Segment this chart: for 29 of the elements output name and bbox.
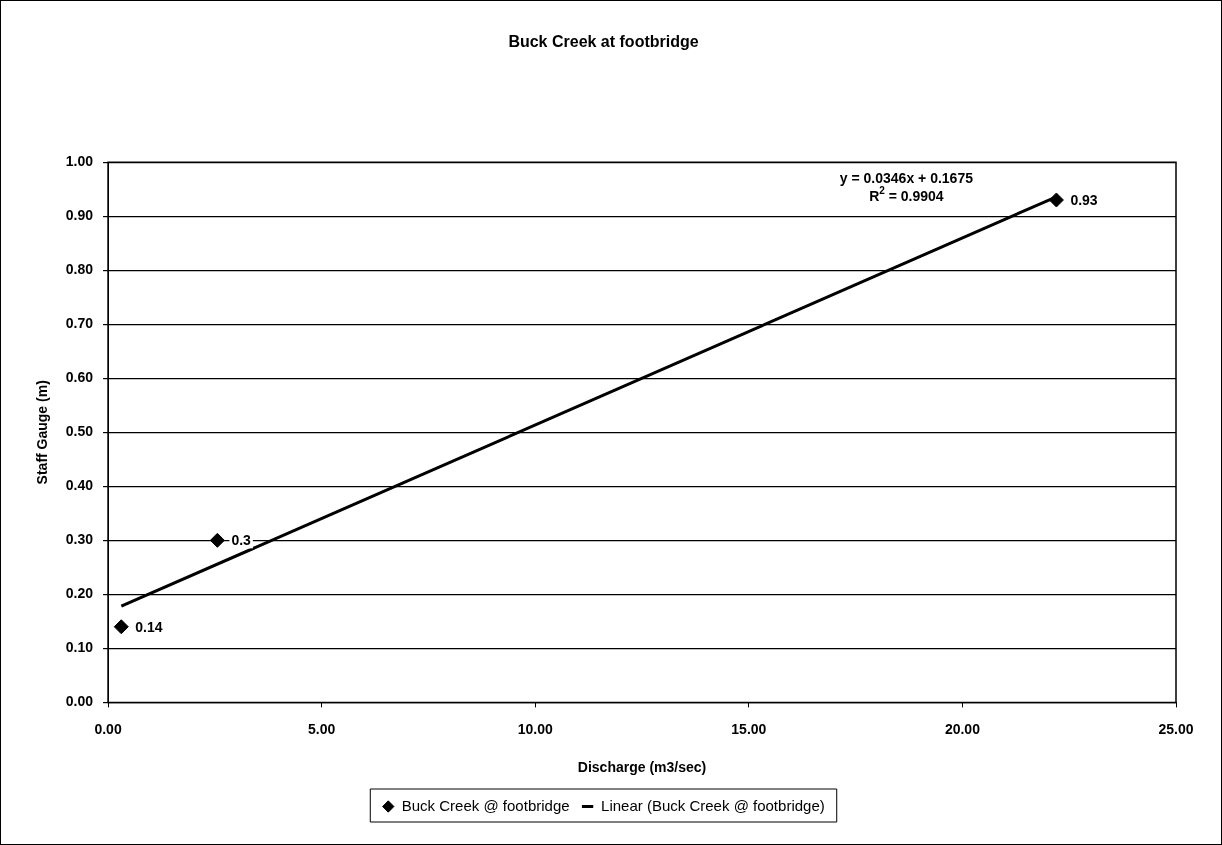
point bbox=[209, 532, 225, 548]
y-tick-label: 0.90 bbox=[65, 207, 94, 224]
x-tick-label: 20.00 bbox=[944, 720, 981, 737]
chart-title: Buck Creek at footbridge bbox=[508, 33, 699, 51]
x-axis-title: Discharge (m3/sec) bbox=[577, 759, 707, 776]
y-tick-label: 0.60 bbox=[65, 369, 94, 386]
data-label: 0.14 bbox=[135, 618, 163, 635]
x-tick-label: 5.00 bbox=[308, 720, 336, 737]
y-tick-label: 0.70 bbox=[65, 315, 94, 332]
y-tick-label: 1.00 bbox=[65, 153, 94, 170]
y-tick-label: 0.30 bbox=[65, 531, 94, 548]
x-tick-label: 15.00 bbox=[731, 720, 767, 737]
legend-label: Linear (Buck Creek @ footbridge) bbox=[601, 796, 825, 814]
x-tick-label: 10.00 bbox=[517, 720, 553, 737]
x-tick-label: 0.00 bbox=[94, 720, 122, 737]
point bbox=[1048, 192, 1064, 208]
y-tick-label: 0.50 bbox=[65, 423, 94, 440]
y-axis-title: Staff Gauge (m) bbox=[34, 380, 51, 485]
y-tick-label: 0.10 bbox=[65, 639, 94, 656]
y-tick-label: 0.00 bbox=[65, 693, 94, 710]
data-label: 0.3 bbox=[231, 532, 252, 549]
point bbox=[113, 619, 129, 635]
y-tick-label: 0.80 bbox=[65, 261, 94, 278]
y-tick-label: 0.40 bbox=[65, 477, 94, 494]
x-tick-label: 25.00 bbox=[1158, 720, 1194, 737]
y-tick-label: 0.20 bbox=[65, 585, 94, 602]
legend-label: Buck Creek @ footbridge bbox=[401, 796, 570, 814]
annotation: y = 0.0346x + 0.1675 bbox=[839, 169, 974, 186]
data-label: 0.93 bbox=[1070, 191, 1098, 208]
